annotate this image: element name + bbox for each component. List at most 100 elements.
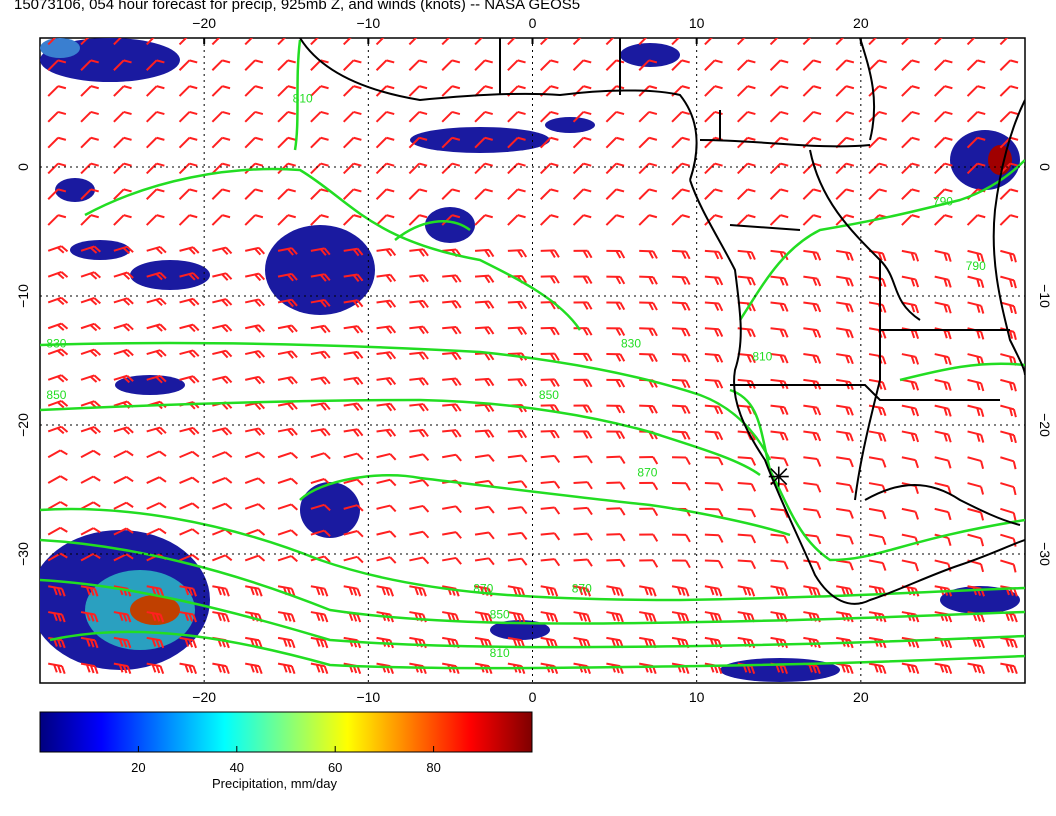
wind-barb <box>901 38 913 46</box>
wind-barb <box>639 249 658 259</box>
contour-label: 830 <box>621 337 641 351</box>
wind-barb <box>934 404 952 417</box>
wind-barb <box>409 325 429 335</box>
wind-barb <box>442 351 462 361</box>
wind-barb <box>47 475 68 484</box>
wind-barb <box>212 375 233 385</box>
wind-barb <box>113 348 134 358</box>
lon-tick-bottom: 10 <box>689 689 705 705</box>
wind-barb <box>113 636 132 649</box>
wind-barb <box>277 350 298 359</box>
wind-barb <box>80 426 101 435</box>
wind-barb <box>901 214 920 226</box>
wind-barb <box>540 38 552 46</box>
wind-barb <box>80 245 101 254</box>
wind-barb <box>737 533 757 544</box>
wind-barb <box>770 559 789 570</box>
wind-barb <box>836 275 854 287</box>
lon-tick-top: 20 <box>853 15 869 31</box>
wind-barb <box>802 162 822 175</box>
wind-barb <box>737 188 756 200</box>
wind-barb <box>277 272 298 282</box>
wind-barb <box>836 507 854 519</box>
wind-barb <box>179 323 200 333</box>
wind-barb <box>901 136 920 149</box>
wind-barb <box>934 249 952 262</box>
wind-barb <box>901 378 920 391</box>
wind-barb <box>966 136 986 149</box>
wind-barb <box>934 662 953 675</box>
wind-barb <box>671 59 690 71</box>
wind-barb <box>113 38 125 46</box>
wind-barb <box>375 59 395 71</box>
wind-barb <box>737 275 756 286</box>
wind-barb <box>966 162 986 175</box>
wind-barb <box>409 299 429 309</box>
wind-barb <box>441 188 461 200</box>
wind-barb <box>47 38 59 46</box>
wind-barb <box>146 110 165 123</box>
wind-barb <box>606 353 626 362</box>
wind-barb <box>375 188 395 200</box>
wind-barb <box>47 552 68 562</box>
wind-barb <box>573 481 593 490</box>
wind-barb <box>277 324 298 334</box>
wind-barb <box>507 110 526 123</box>
wind-barb <box>671 162 690 175</box>
wind-barb <box>769 162 789 175</box>
wind-barb <box>1000 559 1017 573</box>
wind-barb <box>408 162 428 175</box>
wind-barb <box>639 275 658 285</box>
wind-barb <box>1000 456 1017 470</box>
wind-barb <box>803 430 822 442</box>
contour-label: 830 <box>46 337 66 351</box>
wind-barb <box>146 476 167 484</box>
wind-barb <box>572 214 592 226</box>
wind-barb <box>343 188 362 200</box>
wind-barb <box>605 188 625 200</box>
wind-barb <box>836 430 854 442</box>
wind-barb <box>113 374 134 384</box>
wind-barb <box>605 214 625 226</box>
wind-barb <box>770 456 789 467</box>
wind-barb <box>376 376 397 386</box>
wind-barb <box>146 662 165 675</box>
height-contours <box>40 39 1025 670</box>
wind-barb <box>47 348 69 357</box>
wind-barb <box>803 301 822 313</box>
wind-barb <box>474 454 495 463</box>
colorbar-tick-label: 20 <box>131 760 145 775</box>
wind-barb <box>573 378 593 388</box>
wind-barb <box>507 454 528 463</box>
wind-barb <box>113 611 132 623</box>
wind-barb <box>441 38 453 46</box>
wind-barb <box>934 430 952 443</box>
wind-barb <box>146 585 165 597</box>
wind-barb <box>244 246 266 256</box>
wind-barb <box>704 456 724 466</box>
wind-barb <box>671 585 690 597</box>
wind-barb <box>605 136 625 149</box>
wind-barb <box>178 136 198 149</box>
wind-barb <box>540 506 561 515</box>
wind-barb <box>113 85 132 97</box>
wind-barb <box>212 427 233 436</box>
wind-barb <box>343 530 364 538</box>
wind-barb <box>310 273 331 282</box>
wind-barb <box>803 327 822 339</box>
wind-barb <box>934 110 953 123</box>
wind-barb <box>113 527 134 536</box>
wind-barb <box>1000 507 1017 521</box>
wind-barb <box>179 272 200 281</box>
wind-barb <box>573 611 591 623</box>
wind-barb <box>999 38 1011 46</box>
contour-label: 790 <box>933 195 953 209</box>
wind-barb <box>966 85 986 97</box>
wind-barb <box>606 327 626 336</box>
wind-barb <box>507 506 528 515</box>
wind-barb <box>310 188 329 200</box>
wind-barb <box>343 585 362 597</box>
wind-barb <box>245 585 263 597</box>
wind-barb <box>179 297 200 307</box>
wind-barb <box>376 478 397 487</box>
